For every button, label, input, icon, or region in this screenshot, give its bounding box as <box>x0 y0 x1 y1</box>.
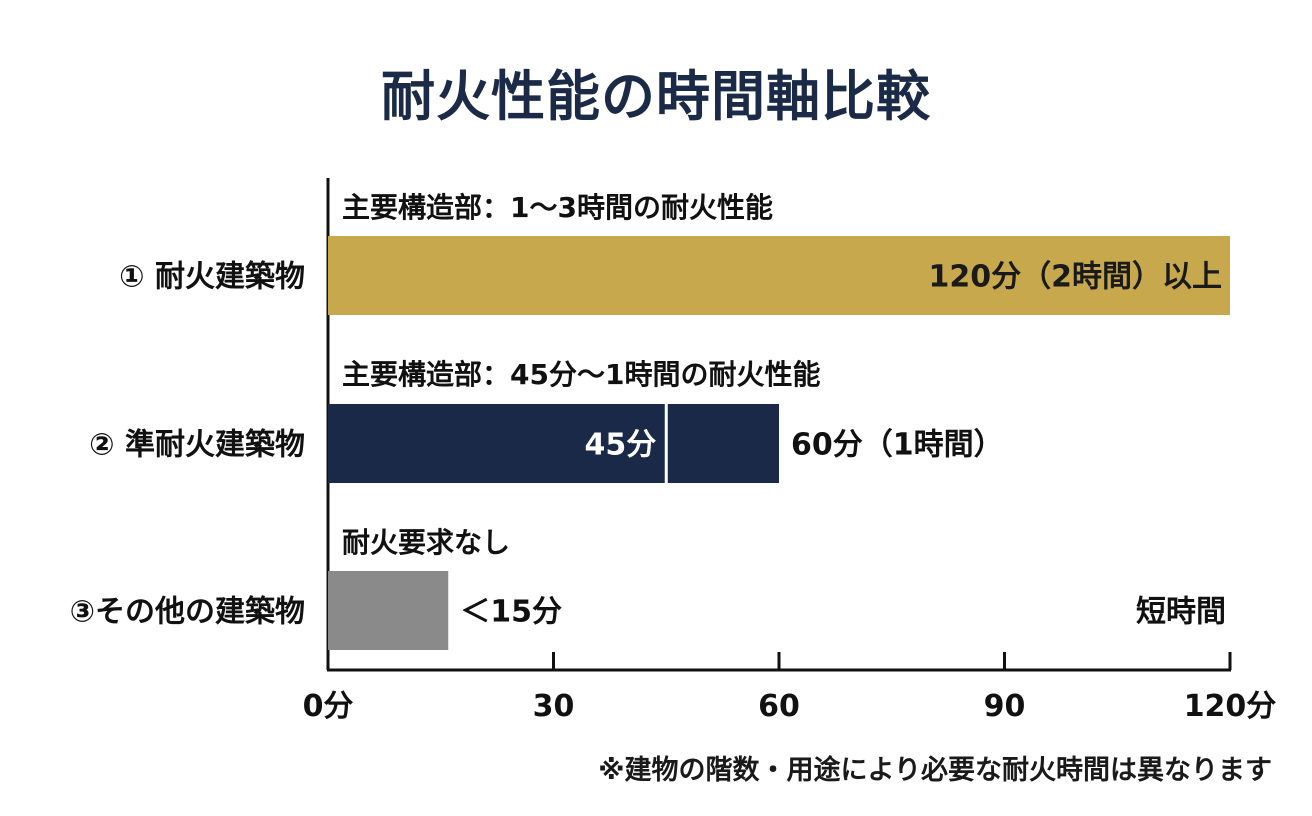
bar-end-label: 60分（1時間） <box>791 428 1004 463</box>
labels-layer: ① 耐火建築物 主要構造部：1〜3時間の耐火性能 120分（2時間）以上 ② 準耐火建… <box>70 191 1226 630</box>
bar <box>328 404 779 483</box>
x-tick-label: 90 <box>984 689 1026 724</box>
bar-note: 主要構造部：45分〜1時間の耐火性能 <box>342 358 820 391</box>
x-tick-label: 0分 <box>303 689 354 724</box>
category-label: ① 耐火建築物 <box>119 260 305 295</box>
bar-value-label: 120分（2時間）以上 <box>929 260 1223 295</box>
bars-layer <box>328 236 1230 650</box>
bar-end-label: ＜15分 <box>460 595 562 630</box>
axis-layer: 0分 30 60 90 120分 <box>303 178 1277 724</box>
category-label: ② 準耐火建築物 <box>89 428 305 463</box>
bar <box>328 571 449 650</box>
bar-note: 主要構造部：1〜3時間の耐火性能 <box>342 191 773 224</box>
chart-title: 耐火性能の時間軸比較 <box>381 65 931 128</box>
x-tick-label: 120分 <box>1184 689 1277 724</box>
axis-annotation: 短時間 <box>1136 595 1226 630</box>
category-label: ③その他の建築物 <box>70 595 305 630</box>
x-tick-label: 30 <box>533 689 575 724</box>
bar <box>328 236 1230 315</box>
footnote: ※建物の階数・用途により必要な耐火時間は異なります <box>598 755 1272 786</box>
bar-note: 耐火要求なし <box>342 526 510 559</box>
x-tick-label: 60 <box>758 689 800 724</box>
split-marker-label: 45分 <box>585 428 657 463</box>
